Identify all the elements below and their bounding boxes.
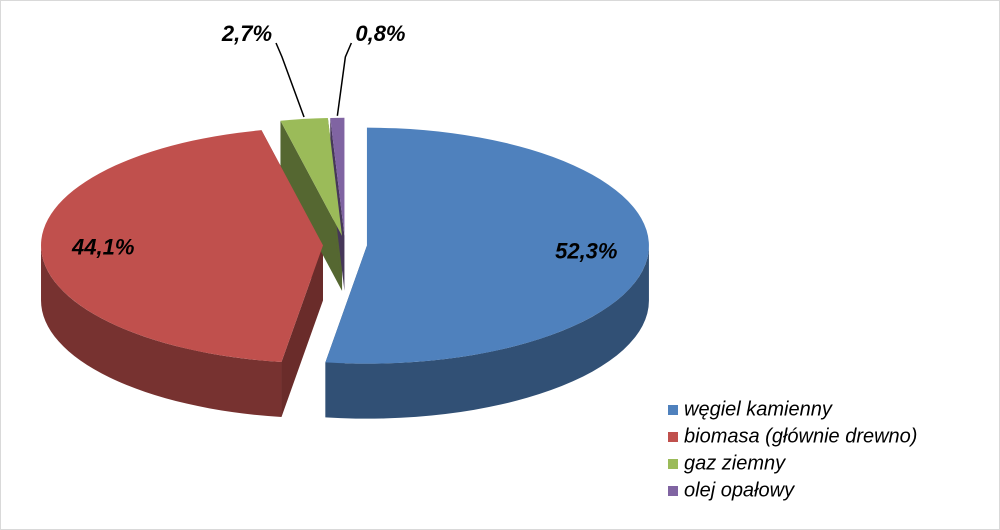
- slice: [280, 118, 343, 236]
- slice-cut-face: [281, 245, 324, 418]
- slice-cut-face: [280, 120, 343, 291]
- slice: [41, 130, 324, 363]
- legend-label: olej opałowy: [684, 479, 795, 501]
- data-label: 44,1%: [71, 234, 134, 259]
- pie-tops: [41, 117, 649, 364]
- leader-line: [275, 42, 305, 118]
- data-label: 52,3%: [555, 238, 617, 263]
- slice-wall: [325, 245, 649, 419]
- legend-swatch: [668, 459, 678, 469]
- legend-swatch: [668, 432, 678, 442]
- legend-swatch: [668, 486, 678, 496]
- legend-swatch: [668, 405, 678, 415]
- legend-label: gaz ziemny: [684, 452, 786, 474]
- slice: [330, 117, 345, 236]
- slice: [325, 127, 649, 364]
- leader-line: [336, 42, 353, 116]
- legend-label: biomasa (głównie drewno): [684, 425, 917, 447]
- data-label: 2,7%: [221, 21, 272, 46]
- legend-label: węgiel kamienny: [684, 398, 833, 420]
- slice-wall: [41, 245, 282, 418]
- data-label: 0,8%: [355, 21, 405, 46]
